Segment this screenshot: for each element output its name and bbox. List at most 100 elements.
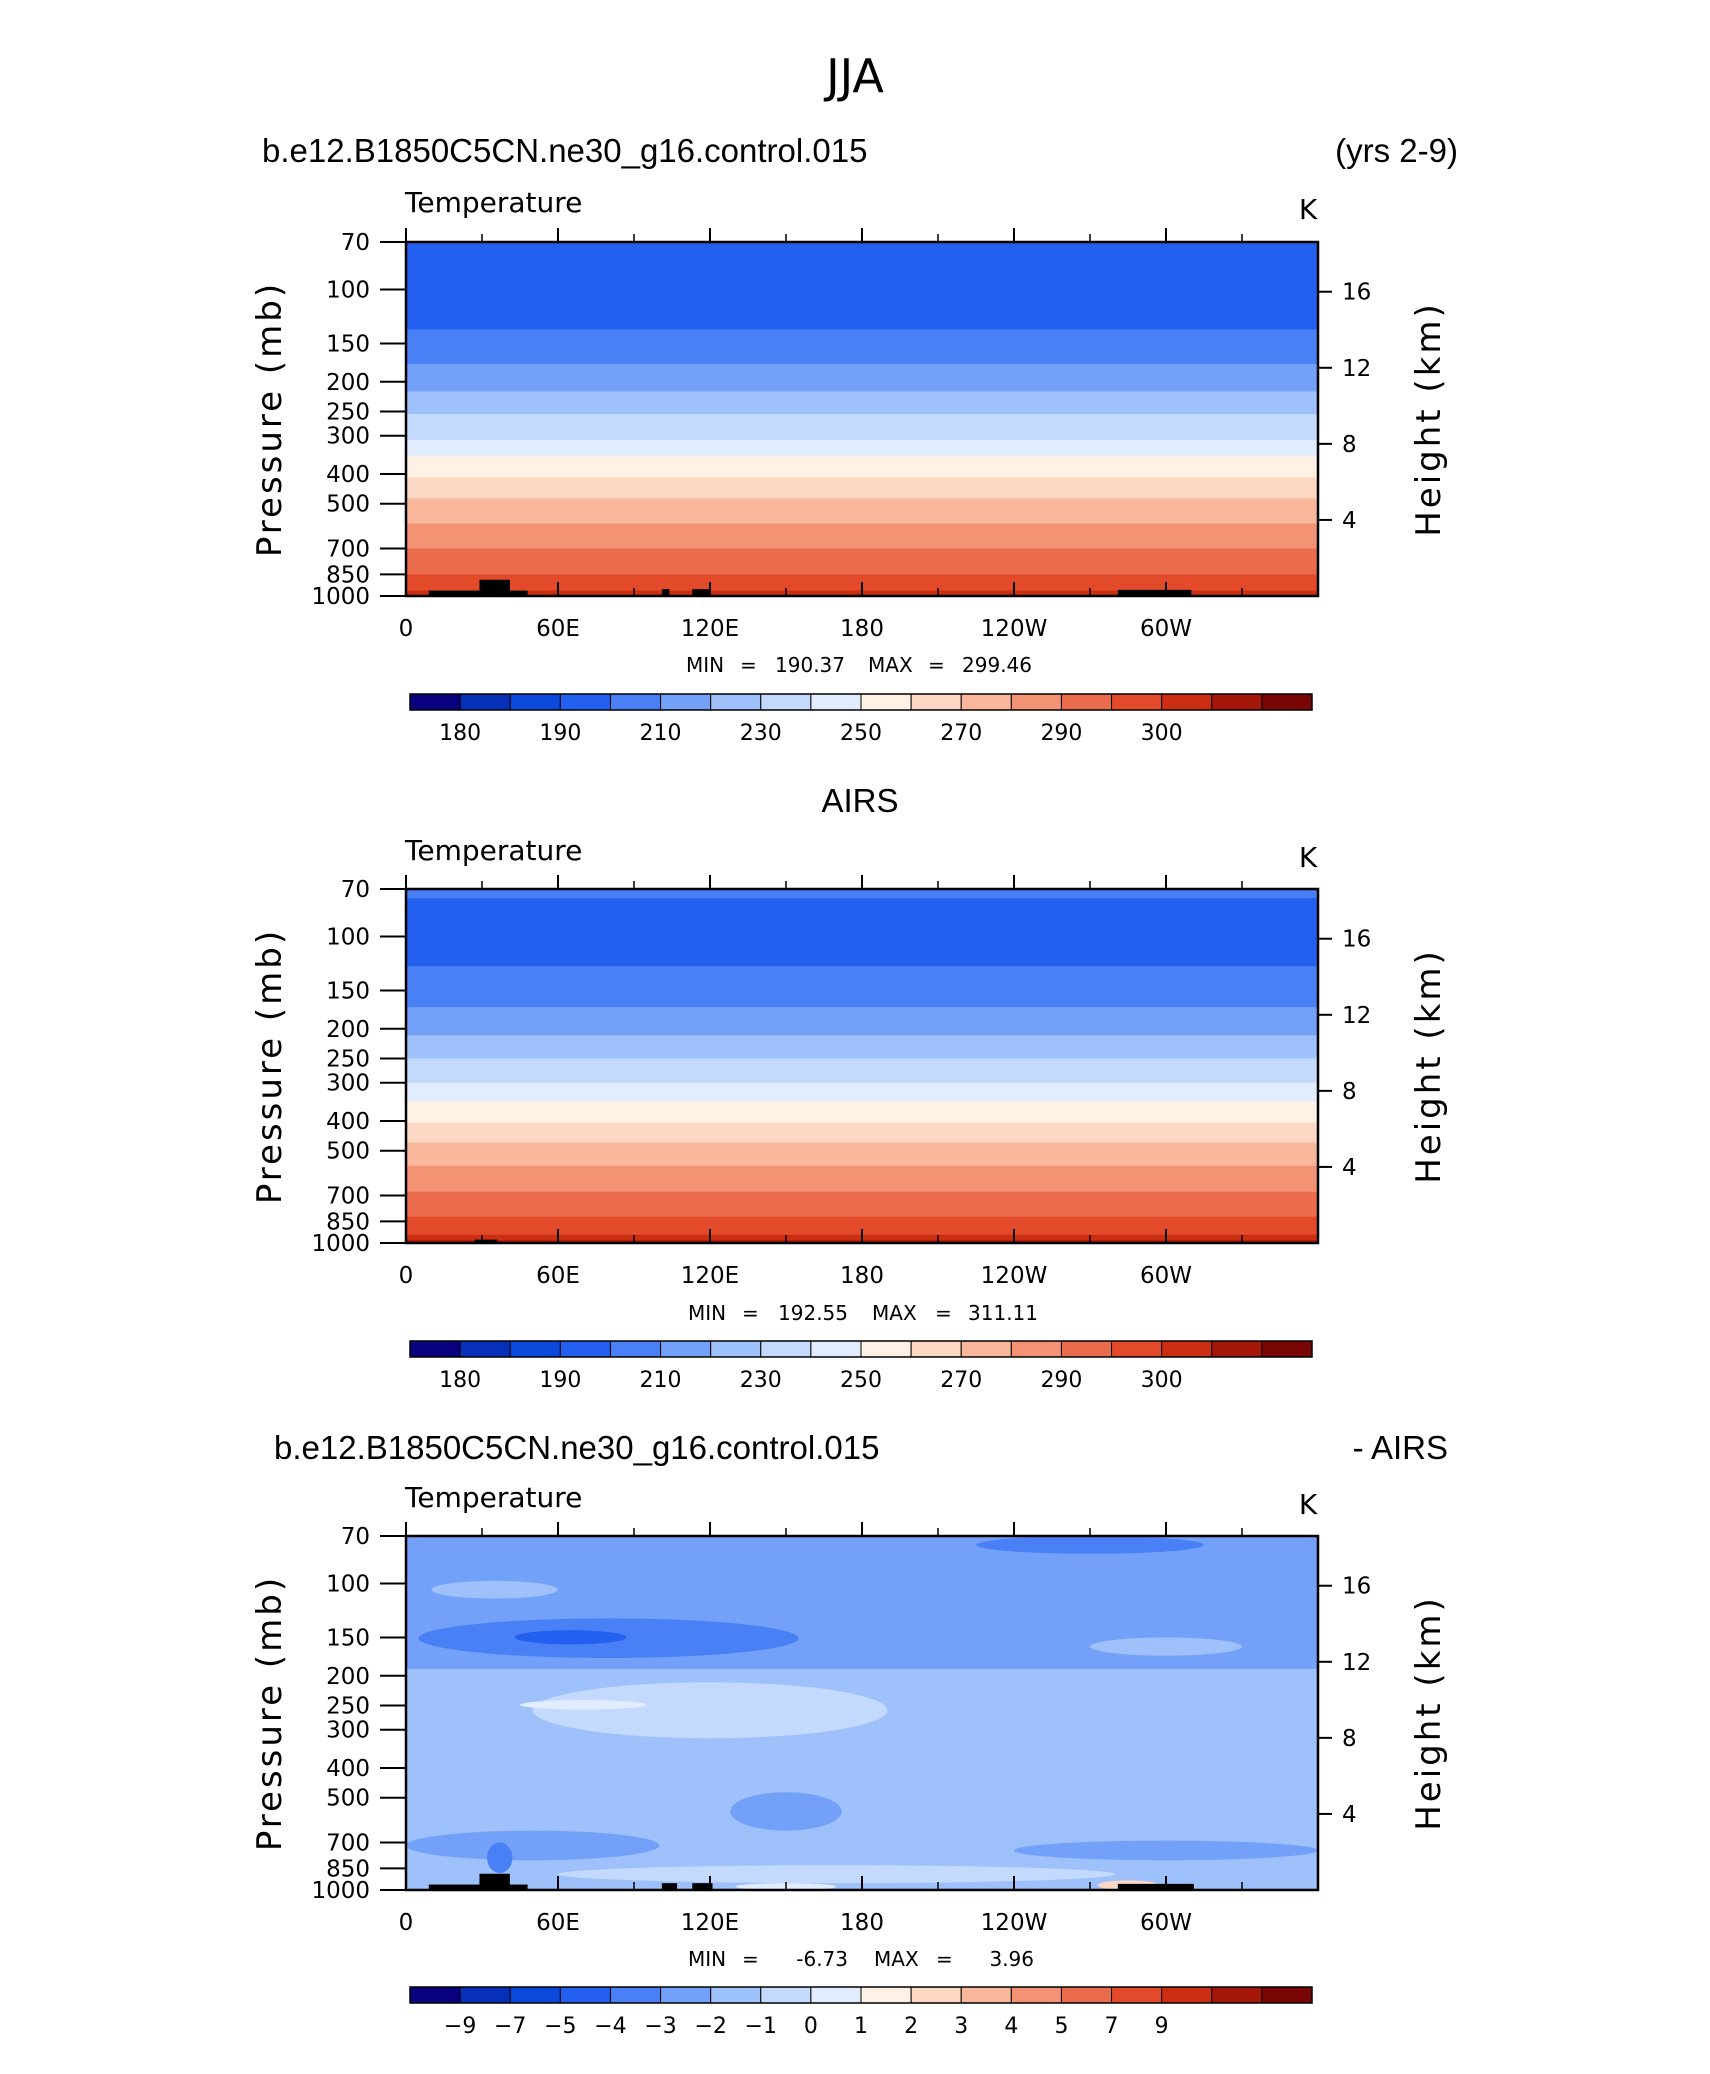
diff-colorbar-box-1 (459, 1986, 511, 2004)
model-colorbar-label-7: 300 (1141, 721, 1183, 746)
diff-height-tick-label-2: 12 (1342, 1650, 1371, 1676)
panel-model-units: K (1299, 193, 1318, 226)
diff-field (406, 1536, 1318, 1890)
diff-colorbar-label-14: 9 (1155, 2014, 1169, 2039)
panel-diff-min-eq: = (742, 1947, 759, 1971)
model-contour-band-3 (406, 391, 1318, 415)
obs-contour-band-11 (406, 1191, 1318, 1218)
diff-colorbar-box-12 (1010, 1986, 1062, 2004)
diff-colorbar-label-4: −3 (644, 2014, 676, 2039)
panel-model-title-left: b.e12.B1850C5CN.ne30_g16.control.015 (262, 132, 867, 169)
model-x-tick-label-3: 180 (840, 616, 884, 642)
model-contour-band-9 (406, 523, 1318, 550)
panel-model-min-label: MIN (686, 653, 724, 677)
model-height-tick-label-3: 16 (1342, 280, 1371, 306)
obs-colorbar-box-2 (509, 1340, 561, 1358)
panel-model-ylabel: Pressure (mb) (250, 281, 290, 557)
obs-colorbar-box-11 (960, 1340, 1012, 1358)
diff-x-tick-label-5: 60W (1140, 1910, 1192, 1936)
model-colorbar-box-9 (860, 693, 912, 711)
model-y-tick-label-2: 150 (326, 331, 370, 357)
diff-colorbar-label-3: −4 (594, 2014, 626, 2039)
obs-colorbar-box-5 (660, 1340, 712, 1358)
diff-colorbar-frame (409, 1986, 1313, 2004)
obs-colorbar-box-17 (1261, 1340, 1313, 1358)
panel-diff-title-right: - AIRS (1353, 1429, 1448, 1466)
obs-x-tick-label-4: 120W (981, 1263, 1048, 1289)
figure-title: JJA (823, 49, 884, 103)
obs-colorbar-label-5: 270 (940, 1368, 982, 1393)
diff-terrain-mask-3 (692, 1883, 713, 1890)
obs-colorbar-label-0: 180 (439, 1368, 481, 1393)
panel-diff-max-eq: = (936, 1947, 953, 1971)
diff-colorbar-label-8: 1 (854, 2014, 868, 2039)
obs-y-tick-label-1: 100 (326, 924, 370, 950)
diff-colorbar-label-12: 5 (1054, 2014, 1068, 2039)
obs-colorbar-box-4 (609, 1340, 662, 1358)
obs-contour-band-4 (406, 1035, 1318, 1060)
obs-contour-band-6 (406, 1082, 1318, 1102)
panel-model-max-label: MAX (868, 653, 913, 677)
panel-diff-variable: Temperature (404, 1481, 582, 1514)
panel-obs-max-eq: = (935, 1301, 952, 1325)
model-colorbar-box-0 (409, 693, 461, 711)
diff-y-tick-label-5: 300 (326, 1718, 370, 1744)
obs-y-tick-label-7: 500 (326, 1139, 370, 1165)
diff-contour-region-9 (1014, 1840, 1318, 1861)
obs-colorbar-box-9 (860, 1340, 912, 1358)
diff-colorbar-label-0: −9 (444, 2014, 476, 2039)
panel-obs-ylabel: Pressure (mb) (250, 928, 290, 1204)
panel-diff-min-label: MIN (688, 1947, 726, 1971)
model-y-tick-label-5: 300 (326, 424, 370, 450)
diff-contour-region-7 (730, 1792, 842, 1831)
model-colorbar-label-6: 290 (1040, 721, 1082, 746)
model-colorbar-box-6 (710, 693, 762, 711)
model-colorbar-frame (409, 693, 1313, 711)
model-colorbar-box-14 (1111, 693, 1163, 711)
panel-obs-ylabel-right: Height (km) (1409, 948, 1449, 1184)
diff-colorbar-box-3 (559, 1986, 611, 2004)
diff-contour-region-2 (431, 1580, 558, 1599)
diff-colorbar-label-2: −5 (544, 2014, 576, 2039)
obs-colorbar-box-10 (910, 1340, 962, 1358)
model-colorbar-label-0: 180 (439, 721, 481, 746)
obs-contour-band-2 (406, 966, 1318, 1008)
model-y-tick-label-7: 500 (326, 492, 370, 518)
diff-terrain-mask-0 (428, 1884, 528, 1890)
panel-diff-max-label: MAX (874, 1947, 919, 1971)
diff-colorbar-box-7 (760, 1986, 812, 2004)
diff-x-tick-label-3: 180 (840, 1910, 884, 1936)
obs-y-tick-label-8: 700 (326, 1184, 370, 1210)
model-contour-band-8 (406, 498, 1318, 525)
obs-contour-band-9 (406, 1142, 1318, 1167)
model-colorbar-box-8 (810, 693, 862, 711)
obs-x-tick-label-5: 60W (1140, 1263, 1192, 1289)
diff-y-tick-label-0: 70 (341, 1524, 370, 1550)
panel-model-max-eq: = (928, 653, 945, 677)
diff-y-tick-label-3: 200 (326, 1664, 370, 1690)
obs-colorbar-frame (409, 1340, 1313, 1358)
model-y-tick-label-1: 100 (326, 277, 370, 303)
obs-colorbar-box-1 (459, 1340, 511, 1358)
diff-colorbar-label-13: 7 (1105, 2014, 1119, 2039)
obs-colorbar-box-14 (1111, 1340, 1163, 1358)
diff-colorbar-box-0 (409, 1986, 461, 2004)
diff-colorbar-label-9: 2 (904, 2014, 918, 2039)
model-colorbar-box-16 (1211, 693, 1263, 711)
obs-colorbar-label-1: 190 (539, 1368, 581, 1393)
obs-contour-band-10 (406, 1165, 1318, 1193)
obs-colorbar-label-3: 230 (740, 1368, 782, 1393)
model-y-tick-label-6: 400 (326, 462, 370, 488)
model-contour-band-6 (406, 456, 1318, 478)
model-colorbar-box-12 (1010, 693, 1062, 711)
panel-diff-min-value: -6.73 (796, 1947, 848, 1971)
obs-colorbar-label-6: 290 (1040, 1368, 1082, 1393)
panel-obs-variable: Temperature (404, 834, 582, 867)
model-y-tick-label-4: 250 (326, 399, 370, 425)
panel-model-min-eq: = (740, 653, 757, 677)
panel-obs-max-label: MAX (872, 1301, 917, 1325)
obs-y-tick-label-4: 250 (326, 1046, 370, 1072)
model-terrain-mask-1 (479, 579, 510, 596)
obs-x-tick-label-3: 180 (840, 1263, 884, 1289)
obs-colorbar-box-16 (1211, 1340, 1263, 1358)
